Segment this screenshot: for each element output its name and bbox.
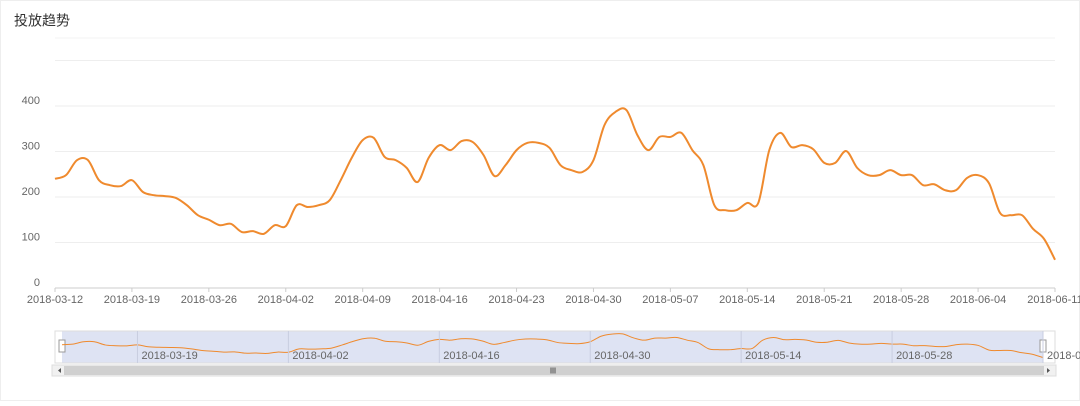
zoom-label: 2018-04-16 [443,350,499,362]
x-tick-label: 2018-06-11 [1027,294,1080,306]
scroll-right-arrow[interactable] [1047,368,1050,373]
x-tick-label: 2018-05-07 [642,294,698,306]
y-tick-label: 300 [22,140,40,152]
x-tick-label: 2018-03-26 [181,294,237,306]
zoom-label: 2018-04-02 [292,350,348,362]
x-tick-label: 2018-05-28 [873,294,929,306]
chart-title: 投放趋势 [14,13,70,29]
y-tick-label: 0 [34,277,40,289]
zoom-window[interactable] [62,331,1043,363]
scrollbar-thumb[interactable] [64,366,1044,375]
x-tick-label: 2018-03-19 [104,294,160,306]
y-tick-label: 100 [22,231,40,243]
zoom-slider [54,330,1056,364]
zoom-label: 2018-05-28 [896,350,952,362]
x-tick-label: 2018-06-04 [950,294,1006,306]
zoom-label: 2018-04-30 [594,350,650,362]
x-tick-label: 2018-05-21 [796,294,852,306]
scroll-grip [550,367,556,374]
x-tick-label: 2018-03-12 [27,294,83,306]
x-tick-label: 2018-04-09 [335,294,391,306]
x-tick-label: 2018-04-23 [488,294,544,306]
zoom-handle-left[interactable] [58,339,66,353]
x-tick-label: 2018-04-02 [258,294,314,306]
zoom-preview-line [61,333,1044,359]
x-tick-label: 2018-04-30 [565,294,621,306]
scroll-left-arrow[interactable] [58,368,61,373]
zoom-label: 2018-05-14 [745,350,801,362]
y-tick-label: 400 [22,95,40,107]
zoom-label: 2018-03-19 [141,350,197,362]
y-tick-label: 200 [22,186,40,198]
series-line [54,107,1056,261]
zoom-label: 2018-06-11 [1047,350,1080,362]
x-tick-label: 2018-04-16 [411,294,467,306]
x-tick-label: 2018-05-14 [719,294,775,306]
